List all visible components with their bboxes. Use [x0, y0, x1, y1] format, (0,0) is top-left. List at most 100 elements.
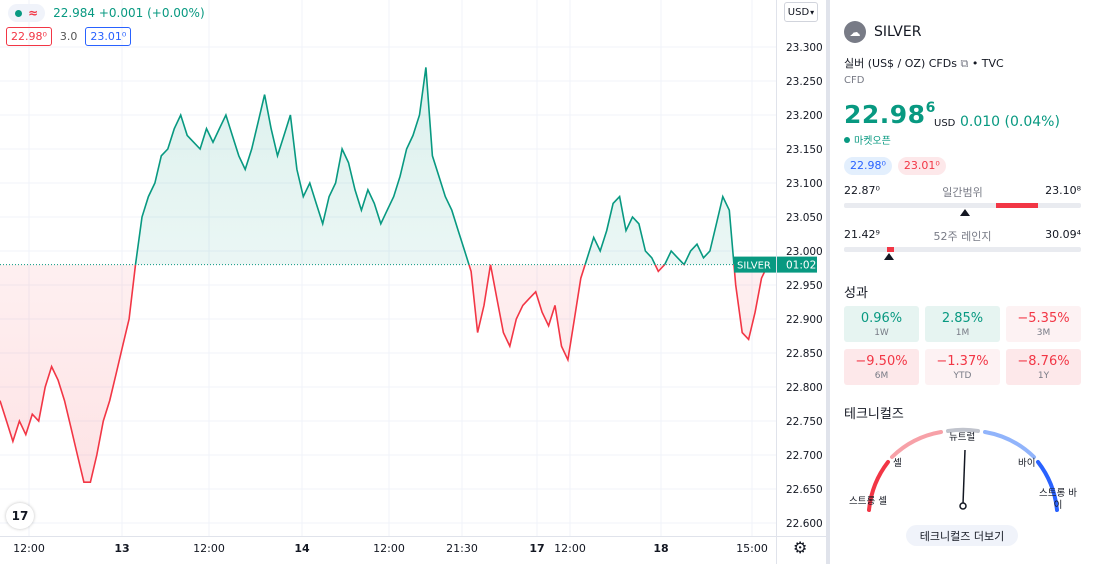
performance-value: −8.76% [1017, 353, 1070, 369]
performance-cell-ytd: −1.37% YTD [925, 349, 1000, 385]
x-tick-label: 13 [114, 542, 129, 555]
technicals-gauge [867, 427, 1059, 512]
y-tick-label: 22.850 [786, 348, 823, 360]
performance-value: 0.96% [860, 310, 903, 326]
performance-value: −9.50% [855, 353, 908, 369]
tradingview-logo[interactable]: 17 [6, 503, 34, 529]
performance-title: 성과 [844, 286, 868, 301]
countdown-label: 01:02 [786, 260, 816, 272]
price-axis-divider [776, 0, 777, 564]
spread-value: 3.0 [59, 30, 78, 43]
performance-period: YTD [953, 370, 972, 381]
x-tick-label: 14 [294, 542, 310, 555]
gauge-label-sell: 셀 [893, 458, 902, 469]
year-range-pointer-icon [884, 253, 895, 260]
gauge-label-neutral: 뉴트럴 [949, 432, 976, 443]
day-range-pointer-icon [959, 209, 970, 216]
performance-period: 1W [874, 327, 889, 338]
gear-icon[interactable]: ⚙ [793, 538, 808, 557]
symbol-name: SILVER [874, 24, 922, 40]
ask-chip: 23.01⁰ [897, 157, 946, 175]
approx-icon: ≈ [28, 6, 39, 20]
bid-chip: 22.98⁰ [844, 157, 892, 175]
performance-period: 1Y [1037, 370, 1050, 381]
chevron-down-icon: ▾ [810, 7, 815, 17]
area-fill-down [0, 264, 768, 483]
series-line-up [134, 67, 769, 265]
gauge-label-strong-sell: 스트롱 셀 [849, 496, 887, 507]
symbol-description: 실버 (US$ / OZ) CFDs ⧉ • TVC [844, 55, 1004, 71]
price-chart[interactable]: 23.300 23.250 23.200 23.150 23.100 23.050 23.0… [0, 0, 826, 564]
y-tick-label: 23.150 [786, 144, 823, 156]
gauge-label-buy: 바이 [1018, 458, 1036, 469]
market-status-text: 마켓오픈 [854, 136, 891, 147]
y-tick-label: 22.800 [786, 382, 823, 394]
x-tick-label: 17 [529, 542, 544, 555]
x-tick-label: 12:00 [554, 542, 586, 555]
bid-ask-chips: 22.98⁰ 23.01⁰ [844, 157, 946, 175]
technicals-more-button[interactable]: 테크니컬즈 더보기 [906, 525, 1018, 546]
x-tick-label: 12:00 [373, 542, 405, 555]
performance-cell-6m: −9.50% 6M [844, 349, 919, 385]
price-change: 0.010 (0.04%) [960, 114, 1060, 130]
price-currency: USD [934, 118, 956, 129]
symbol-header[interactable]: ☁ SILVER [844, 21, 921, 43]
day-range-label: 일간범위 [942, 186, 983, 199]
day-range-low: 22.87⁰ [844, 184, 880, 197]
chart-pane[interactable]: 23.300 23.250 23.200 23.150 23.100 23.050 23.0… [0, 0, 826, 564]
gauge-hub [959, 502, 967, 510]
x-tick-label: 21:30 [446, 542, 478, 555]
y-tick-label: 22.750 [786, 416, 823, 428]
logo-text: 17 [11, 509, 29, 523]
last-price: 22.986 [844, 100, 936, 129]
description-text[interactable]: 실버 (US$ / OZ) CFDs [844, 57, 957, 70]
y-tick-label: 23.250 [786, 76, 823, 88]
symbol-tag-label: SILVER [737, 261, 771, 272]
performance-value: −1.37% [936, 353, 989, 369]
market-status: 마켓오픈 [844, 132, 891, 147]
technicals-title: 테크니컬즈 [844, 407, 904, 422]
external-link-icon[interactable]: ⧉ [960, 57, 969, 70]
gauge-arc-strong-sell [867, 460, 890, 512]
performance-period: 1M [955, 327, 970, 338]
x-tick-label: 18 [653, 542, 668, 555]
countdown-tag [777, 256, 817, 273]
status-dot-icon [15, 9, 22, 17]
series-line-down [0, 264, 769, 483]
cloud-icon: ☁ [844, 21, 866, 43]
y-tick-label: 23.050 [786, 212, 823, 224]
y-tick-label: 22.950 [786, 280, 823, 292]
y-tick-label: 22.650 [786, 484, 823, 496]
performance-value: −5.35% [1017, 310, 1070, 326]
x-tick-label: 12:00 [13, 542, 45, 555]
performance-cell-1m: 2.85% 1M [925, 306, 1000, 342]
ask-price-button[interactable]: 23.01⁰ [85, 27, 132, 46]
performance-period: 3M [1036, 327, 1051, 338]
day-range-track [844, 203, 1081, 208]
status-chip[interactable]: ≈ [8, 4, 46, 22]
y-tick-label: 23.200 [786, 110, 823, 122]
y-tick-label: 22.600 [786, 518, 823, 530]
legend-price: 22.984 +0.001 (+0.00%) [53, 6, 205, 20]
currency-label: USD [787, 6, 810, 18]
legend-row: ≈ 22.984 +0.001 (+0.00%) [8, 4, 205, 22]
price-main: 22.98 [844, 100, 926, 129]
y-tick-label: 22.900 [786, 314, 823, 326]
bid-price-button[interactable]: 22.98⁰ [6, 27, 52, 46]
currency-button[interactable]: USD ▾ [784, 2, 818, 22]
performance-value: 2.85% [941, 310, 984, 326]
area-fill-up [0, 67, 768, 265]
instrument-type: CFD [844, 75, 865, 86]
year-range-high: 30.09⁴ [1045, 228, 1081, 241]
gauge-arc-sell [890, 430, 943, 459]
gauge-arc-buy [983, 430, 1036, 459]
performance-grid: 0.96% 1W 2.85% 1M −5.35% 3M −9.50% 6M −1.37% YTD −… [844, 306, 1081, 385]
y-tick-label: 23.100 [786, 178, 823, 190]
gauge-arc-neutral [946, 427, 980, 433]
gauge-label-strong-buy: 스트롱 바이 [1039, 488, 1077, 511]
pane-separator[interactable] [826, 0, 830, 564]
x-tick-label: 12:00 [193, 542, 225, 555]
gauge-needle [962, 449, 966, 505]
price-superscript: 6 [925, 100, 936, 116]
